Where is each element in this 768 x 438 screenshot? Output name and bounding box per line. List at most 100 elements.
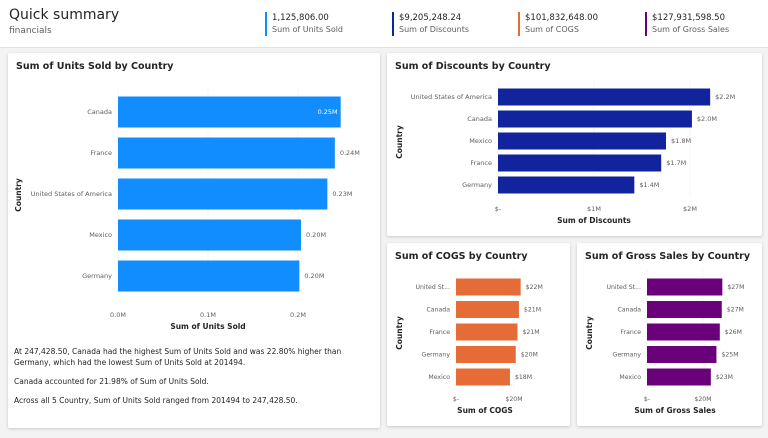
kpi-cogs[interactable]: $101,832,648.00 Sum of COGS [518,12,598,36]
data-label: $2.0M [697,115,717,123]
y-axis-title: Country [395,125,404,159]
data-label: $25M [721,352,738,359]
data-label: $1.7M [666,159,686,167]
kpi-label: Sum of COGS [525,25,579,34]
card-title: Sum of Gross Sales by Country [585,251,751,262]
x-tick-label: $20M [694,396,711,403]
y-category-label: France [620,329,641,336]
y-category-label: United States of America [31,190,112,198]
data-label: $23M [716,374,733,381]
data-label: $21M [524,307,541,314]
x-tick-label: $2M [683,205,697,213]
y-category-label: Canada [617,307,641,314]
y-category-label: Germany [462,181,492,189]
y-category-label: United St... [606,284,641,291]
x-tick-label: 0.2M [290,311,306,319]
x-axis-title: Sum of Gross Sales [634,406,716,415]
data-label: 0.20M [306,231,326,239]
x-tick-label: $- [644,396,650,403]
kpi-value: $9,205,248.24 [399,13,462,23]
smart-narrative: At 247,428.50, Canada had the highest Su… [14,346,374,414]
data-label: 0.20M [304,272,324,280]
y-category-label: Canada [87,108,112,116]
y-category-label: France [470,159,492,167]
x-tick-label: 0.0M [110,311,126,319]
bar-france [647,323,720,341]
bar-united-states-of-america [118,178,328,210]
y-category-label: Germany [82,272,112,280]
report-header: Quick summary financials 1,125,806.00 Sum… [0,0,768,48]
y-axis-title: Country [395,316,404,350]
narrative-line: At 247,428.50, Canada had the highest Su… [14,347,342,367]
data-label: $2.2M [715,93,735,101]
bar-mexico [456,368,510,386]
data-label: $22M [526,284,543,291]
bar-france [118,137,335,169]
kpi-units-sold[interactable]: 1,125,806.00 Sum of Units Sold [265,12,343,36]
card-title: Sum of Discounts by Country [395,61,551,72]
kpi-value: 1,125,806.00 [272,13,329,23]
y-category-label: Mexico [428,374,450,381]
data-label: $21M [522,329,539,336]
kpi-label: Sum of Units Sold [272,25,344,34]
x-tick-label: $- [453,396,459,403]
y-category-label: Canada [467,115,492,123]
kpi-gross-sales[interactable]: $127,931,598.50 Sum of Gross Sales [645,12,729,36]
x-tick-label: 0.1M [200,311,216,319]
x-axis-title: Sum of COGS [457,406,513,415]
card-title: Sum of Units Sold by Country [16,61,174,72]
y-category-label: Mexico [89,231,112,239]
x-axis-title: Sum of Units Sold [170,322,245,331]
bar-canada [118,96,341,128]
x-tick-label: $20M [505,396,522,403]
bar-canada [456,301,519,318]
kpi-label: Sum of Gross Sales [652,25,730,34]
bar-germany [498,176,635,194]
y-category-label: Canada [426,307,450,314]
data-label: 0.24M [340,149,360,157]
bar-germany [118,260,300,292]
bar-canada [647,301,722,318]
bar-mexico [647,368,711,386]
bar-germany [647,346,717,363]
data-label: $27M [727,284,744,291]
kpi-value: $101,832,648.00 [525,13,599,23]
y-category-label: United St... [415,284,450,291]
bar-united-st- [647,278,723,296]
data-label: $27M [727,307,744,314]
data-label: 0.23M [332,190,352,198]
bar-united-st- [456,278,521,296]
bar-mexico [498,132,666,150]
bar-france [456,323,518,341]
data-label: $26M [725,329,742,336]
x-axis-title: Sum of Discounts [557,216,631,225]
narrative-line: Across all 5 Country, Sum of Units Sold … [14,396,298,405]
bar-france [498,154,662,172]
y-category-label: United States of America [411,93,492,101]
bar-canada [498,110,692,128]
y-axis-title: Country [14,178,23,212]
y-category-label: Germany [422,352,451,359]
y-category-label: France [429,329,450,336]
bar-germany [456,346,516,363]
data-label: 0.25M [318,108,338,116]
data-label: $1.8M [671,137,691,145]
narrative-line: Canada accounted for 21.98% of Sum of Un… [14,377,209,386]
page-subtitle: financials [9,26,52,36]
data-label: $20M [521,352,538,359]
kpi-value: $127,931,598.50 [652,13,726,23]
data-label: $1.4M [639,181,659,189]
card-title: Sum of COGS by Country [395,251,528,262]
bar-mexico [118,219,301,251]
y-category-label: Mexico [619,374,641,381]
x-tick-label: $- [495,205,502,213]
x-tick-label: $1M [587,205,601,213]
y-axis-title: Country [585,316,594,350]
y-category-label: France [90,149,112,157]
y-category-label: Germany [613,352,642,359]
y-category-label: Mexico [469,137,492,145]
bar-united-states-of-america [498,88,711,106]
data-label: $18M [515,374,532,381]
kpi-discounts[interactable]: $9,205,248.24 Sum of Discounts [392,12,469,36]
